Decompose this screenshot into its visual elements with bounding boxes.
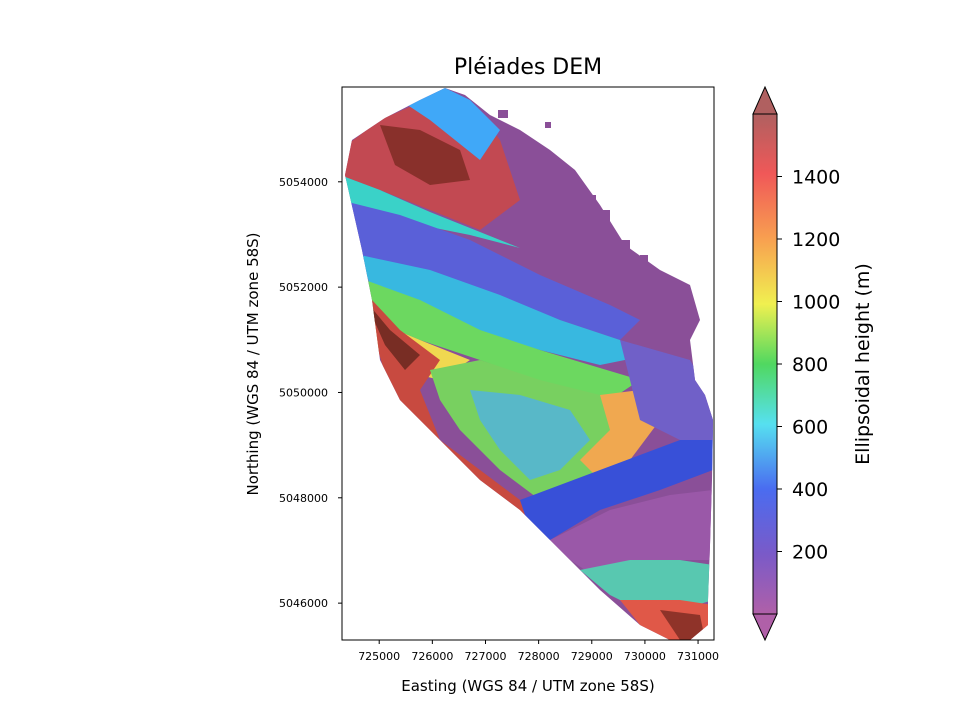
x-tick-label: 729000	[571, 650, 613, 663]
x-tick-label: 725000	[358, 650, 400, 663]
colorbar-tick-label: 1000	[792, 292, 840, 314]
x-axis: 725000 726000 727000 728000 729000 730000 7310…	[358, 640, 719, 663]
x-tick-label: 731000	[677, 650, 719, 663]
x-axis-label: Easting (WGS 84 / UTM zone 58S)	[401, 677, 654, 695]
dem-raster	[345, 88, 713, 640]
y-tick-label: 5054000	[279, 176, 328, 189]
colorbar-extend-max	[752, 85, 778, 115]
colorbar-tick-label: 1200	[792, 229, 840, 251]
plot-area-frame	[341, 86, 715, 641]
dem-speckles	[498, 110, 686, 351]
colorbar: 200 400 600 800 1000 1200 1400	[752, 85, 840, 642]
y-axis: 5046000 5048000 5050000 5052000 5054000	[279, 176, 342, 610]
x-tick-label: 727000	[464, 650, 506, 663]
y-axis-label: Northing (WGS 84 / UTM zone 58S)	[244, 232, 262, 495]
y-tick-label: 5050000	[279, 386, 328, 399]
colorbar-extend-min	[752, 613, 778, 642]
colorbar-tick-label: 200	[792, 542, 828, 564]
colorbar-label: Ellipsoidal height (m)	[852, 263, 874, 465]
y-tick-label: 5052000	[279, 281, 328, 294]
y-tick-label: 5046000	[279, 597, 328, 610]
chart-title: Pléiades DEM	[454, 55, 602, 80]
y-tick-label: 5048000	[279, 492, 328, 505]
colorbar-tick-label: 600	[792, 417, 828, 439]
colorbar-gradient	[752, 113, 778, 615]
colorbar-tick-label: 1400	[792, 167, 840, 189]
colorbar-tick-label: 800	[792, 354, 828, 376]
colorbar-axis: 200 400 600 800 1000 1200 1400	[777, 167, 840, 564]
x-tick-label: 726000	[411, 650, 453, 663]
colorbar-tick-label: 400	[792, 479, 828, 501]
x-tick-label: 730000	[624, 650, 666, 663]
x-tick-label: 728000	[518, 650, 560, 663]
